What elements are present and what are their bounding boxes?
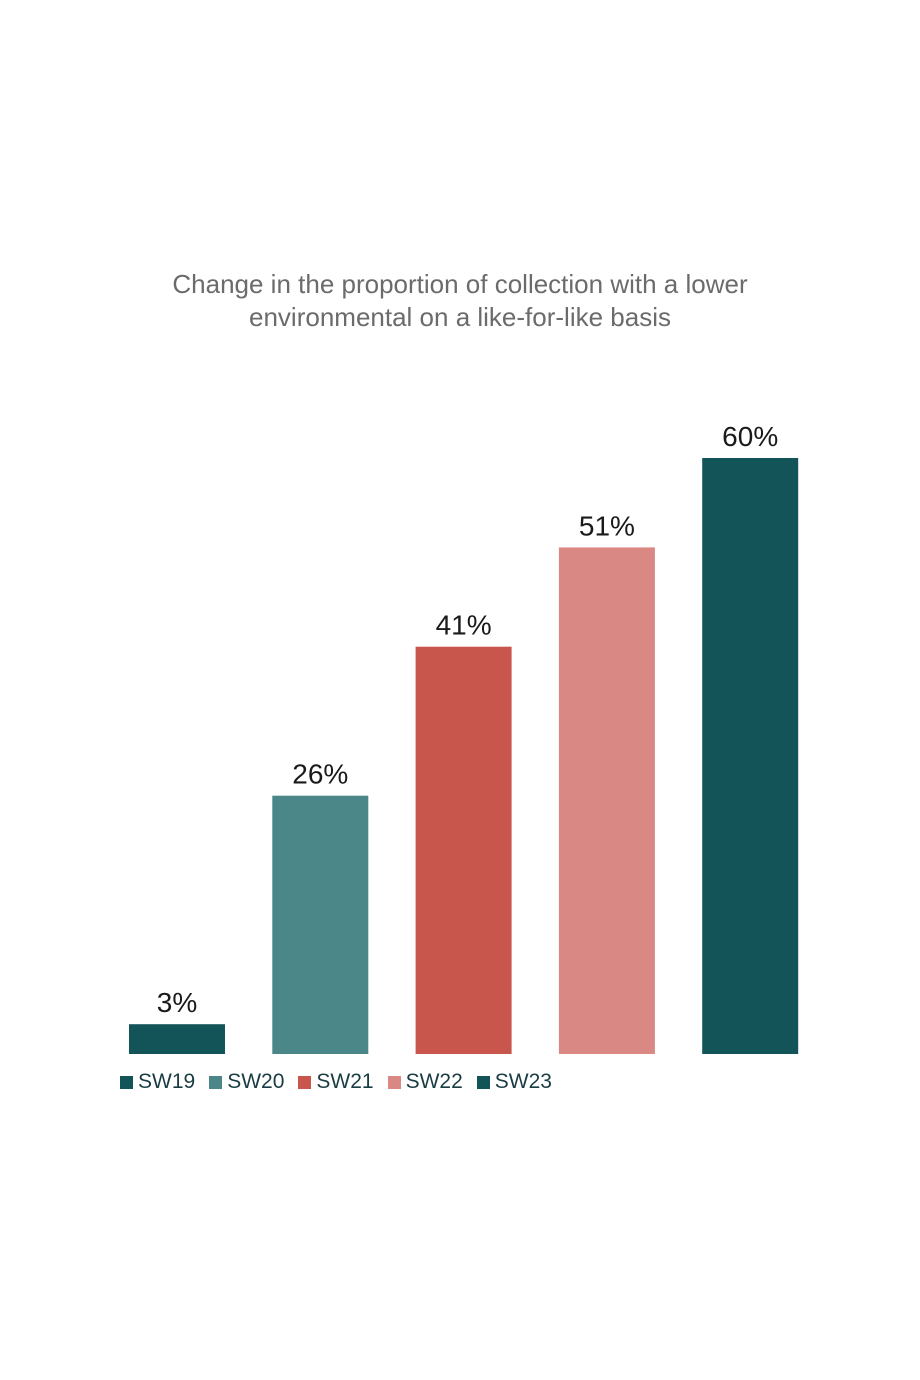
chart-title: Change in the proportion of collection w… xyxy=(60,268,860,334)
legend-item-sw23: SW23 xyxy=(476,1070,552,1094)
chart-legend: SW19 SW20 SW21 SW22 SW23 xyxy=(120,1070,552,1094)
legend-label-sw22: SW22 xyxy=(405,1070,463,1093)
legend-swatch-sw23 xyxy=(476,1075,490,1089)
chart-title-line-1: Change in the proportion of collection w… xyxy=(172,269,748,299)
legend-label-sw23: SW23 xyxy=(494,1070,552,1093)
legend-swatch-sw20 xyxy=(209,1075,223,1089)
bar-sw19 xyxy=(129,1024,225,1054)
data-label-sw19: 3% xyxy=(157,987,197,1018)
legend-label-sw21: SW21 xyxy=(316,1070,374,1093)
bar-sw20 xyxy=(272,795,369,1054)
data-label-sw22: 51% xyxy=(579,510,635,541)
legend-swatch-sw19 xyxy=(120,1075,133,1089)
legend-item-sw19: SW19 xyxy=(120,1070,195,1094)
bar-sw23 xyxy=(702,458,799,1054)
legend-swatch-sw22 xyxy=(387,1075,401,1089)
chart-title-line-2: environmental on a like-for-like basis xyxy=(249,302,671,332)
legend-item-sw21: SW21 xyxy=(298,1070,374,1094)
legend-item-sw20: SW20 xyxy=(209,1070,284,1094)
legend-label-sw19: SW19 xyxy=(138,1070,196,1093)
legend-swatch-sw21 xyxy=(298,1075,312,1089)
legend-item-sw22: SW22 xyxy=(387,1070,463,1094)
data-label-sw23: 60% xyxy=(722,421,778,452)
legend-label-sw20: SW20 xyxy=(227,1070,285,1093)
data-label-sw20: 26% xyxy=(292,759,348,790)
bar-sw22 xyxy=(558,547,655,1054)
data-label-sw21: 41% xyxy=(436,610,492,641)
bar-sw21 xyxy=(415,646,512,1054)
